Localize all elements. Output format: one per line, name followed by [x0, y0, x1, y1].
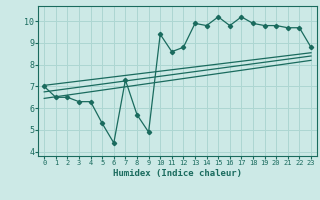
X-axis label: Humidex (Indice chaleur): Humidex (Indice chaleur) [113, 169, 242, 178]
